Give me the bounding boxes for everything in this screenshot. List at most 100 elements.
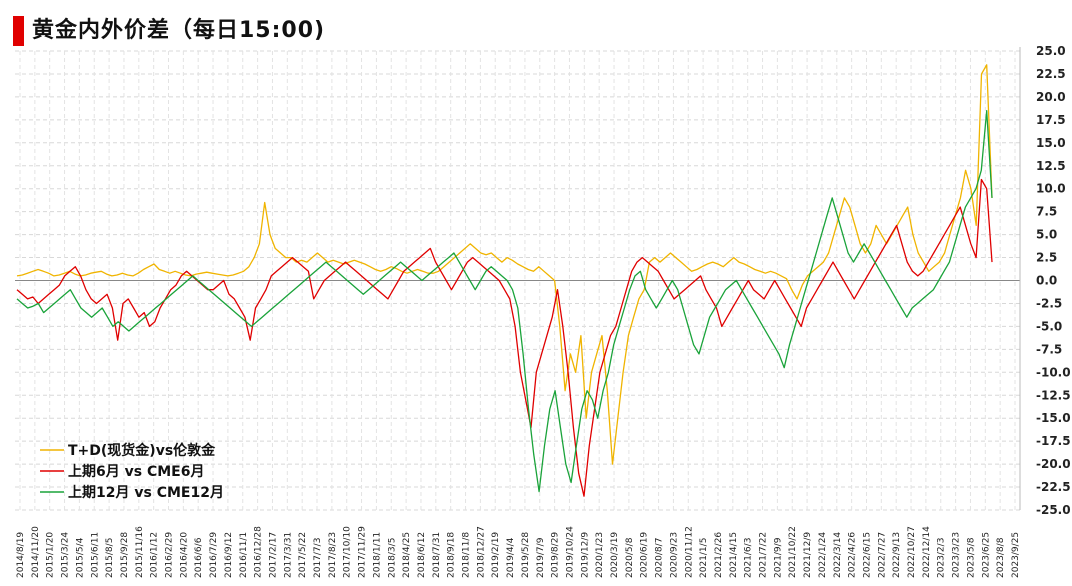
- series-line-0: [16, 64, 993, 465]
- x-tick-label: 2022/3/14: [833, 532, 843, 578]
- x-tick-label: 2015/8/5: [105, 538, 115, 578]
- chart-title: 黄金内外价差（每日15:00): [32, 18, 326, 43]
- x-tick-label: 2020/9/23: [669, 532, 679, 578]
- x-tick-label: 2023/2/3: [937, 538, 947, 578]
- y-tick-label: -15.0: [1036, 411, 1071, 425]
- x-tick-label: 2019/8/29: [551, 532, 561, 578]
- x-tick-label: 2015/11/16: [135, 526, 145, 578]
- y-tick-label: -22.5: [1036, 480, 1071, 494]
- x-tick-label: 2020/3/19: [610, 532, 620, 578]
- y-tick-label: -7.5: [1036, 342, 1062, 356]
- x-tick-label: 2018/1/11: [372, 532, 382, 578]
- y-tick-label: 5.0: [1036, 228, 1057, 242]
- x-tick-label: 2022/1/24: [818, 532, 828, 578]
- x-tick-label: 2019/7/9: [536, 537, 546, 578]
- x-tick-label: 2021/1/5: [699, 538, 709, 578]
- y-tick-label: 25.0: [1036, 44, 1066, 58]
- legend-label-0: T+D(现货金)vs伦敦金: [68, 442, 216, 459]
- x-tick-label: 2021/7/22: [759, 532, 769, 578]
- x-tick-label: 2018/3/5: [387, 538, 397, 578]
- y-tick-label: 7.5: [1036, 205, 1057, 219]
- x-tick-label: 2019/2/19: [491, 532, 501, 578]
- y-tick-label: 0.0: [1036, 274, 1057, 288]
- x-tick-label: 2018/11/8: [462, 532, 472, 578]
- x-tick-label: 2019/10/24: [565, 526, 575, 578]
- y-tick-label: 12.5: [1036, 159, 1066, 173]
- x-tick-label: 2020/8/7: [655, 538, 665, 578]
- x-tick-label: 2018/4/25: [402, 532, 412, 578]
- x-tick-label: 2017/8/23: [328, 532, 338, 578]
- legend-label-2: 上期12月 vs CME12月: [68, 485, 224, 501]
- y-tick-label: -17.5: [1036, 434, 1071, 448]
- x-tick-label: 2020/11/12: [684, 526, 694, 578]
- x-tick-label: 2015/5/4: [75, 537, 85, 578]
- x-tick-label: 2022/7/27: [877, 532, 887, 578]
- series-line-1: [16, 178, 993, 497]
- x-tick-label: 2023/8/8: [996, 537, 1006, 578]
- x-tick-label: 2016/6/6: [194, 537, 204, 578]
- y-tick-label: 17.5: [1036, 113, 1066, 127]
- x-tick-label: 2023/6/25: [981, 532, 991, 578]
- x-tick-label: 2022/4/26: [848, 532, 858, 578]
- y-axis-ticks: 25.0 22.5 20.0 17.5 15.0 12.5 10.0 7.5 5.0 2.5 0.0…: [1036, 44, 1071, 517]
- x-tick-label: 2023/3/23: [952, 532, 962, 578]
- x-tick-label: 2022/10/27: [907, 526, 917, 578]
- y-tick-label: 20.0: [1036, 90, 1066, 104]
- y-tick-label: -25.0: [1036, 503, 1071, 517]
- axes: [15, 47, 1021, 510]
- x-tick-label: 2021/6/3: [744, 538, 754, 578]
- x-tick-label: 2018/7/31: [432, 532, 442, 578]
- y-tick-label: -5.0: [1036, 319, 1062, 333]
- y-tick-label: 22.5: [1036, 67, 1066, 81]
- x-tick-label: 2016/4/20: [179, 532, 189, 578]
- y-tick-label: 2.5: [1036, 251, 1057, 265]
- x-tick-label: 2017/11/29: [358, 526, 368, 578]
- x-tick-label: 2021/2/26: [714, 532, 724, 578]
- x-tick-label: 2019/5/28: [521, 532, 531, 578]
- x-tick-label: 2016/12/28: [254, 526, 264, 578]
- x-tick-label: 2021/4/15: [729, 532, 739, 578]
- x-tick-label: 2015/3/24: [61, 532, 71, 578]
- y-tick-label: -12.5: [1036, 388, 1071, 402]
- x-tick-label: 2016/7/29: [209, 532, 219, 578]
- x-tick-label: 2017/3/31: [283, 532, 293, 578]
- x-tick-label: 2018/6/12: [417, 532, 427, 578]
- x-tick-label: 2019/12/9: [580, 532, 590, 578]
- x-axis-ticks: 2014/8/19 2014/11/20 2015/1/20 2015/3/24 201…: [16, 526, 1021, 578]
- x-tick-label: 2023/9/25: [1011, 532, 1021, 578]
- x-tick-label: 2019/4/4: [506, 537, 516, 578]
- x-tick-label: 2021/9/9: [773, 537, 783, 578]
- x-tick-label: 2016/1/12: [150, 532, 160, 578]
- x-tick-label: 2015/9/28: [120, 532, 130, 578]
- x-tick-label: 2017/5/22: [298, 532, 308, 578]
- x-tick-label: 2014/8/19: [16, 532, 26, 578]
- x-tick-label: 2021/10/22: [788, 526, 798, 578]
- x-tick-label: 2017/7/3: [313, 538, 323, 578]
- x-tick-label: 2015/6/11: [90, 532, 100, 578]
- x-tick-label: 2020/6/19: [640, 532, 650, 578]
- series-line-2: [16, 110, 993, 493]
- y-tick-label: -20.0: [1036, 457, 1071, 471]
- x-tick-label: 2016/9/12: [224, 532, 234, 578]
- x-tick-label: 2015/1/20: [46, 532, 56, 578]
- x-tick-label: 2022/9/13: [892, 532, 902, 578]
- x-tick-label: 2014/11/20: [31, 526, 41, 578]
- series-group: [16, 64, 993, 497]
- x-tick-label: 2018/12/27: [476, 526, 486, 578]
- x-tick-label: 2017/2/17: [268, 532, 278, 578]
- x-tick-label: 2021/12/9: [803, 532, 813, 578]
- x-tick-label: 2017/10/10: [343, 526, 353, 578]
- y-tick-label: -10.0: [1036, 365, 1071, 379]
- y-tick-label: 15.0: [1036, 136, 1066, 150]
- x-tick-label: 2020/1/23: [595, 532, 605, 578]
- legend-label-1: 上期6月 vs CME6月: [68, 464, 204, 480]
- x-tick-label: 2016/11/1: [239, 532, 249, 578]
- x-tick-label: 2022/12/14: [922, 526, 932, 578]
- x-tick-label: 2018/9/18: [447, 532, 457, 578]
- y-tick-label: -2.5: [1036, 296, 1062, 310]
- title-accent-bar: [13, 16, 24, 46]
- x-tick-label: 2022/6/15: [862, 532, 872, 578]
- y-tick-label: 10.0: [1036, 182, 1066, 196]
